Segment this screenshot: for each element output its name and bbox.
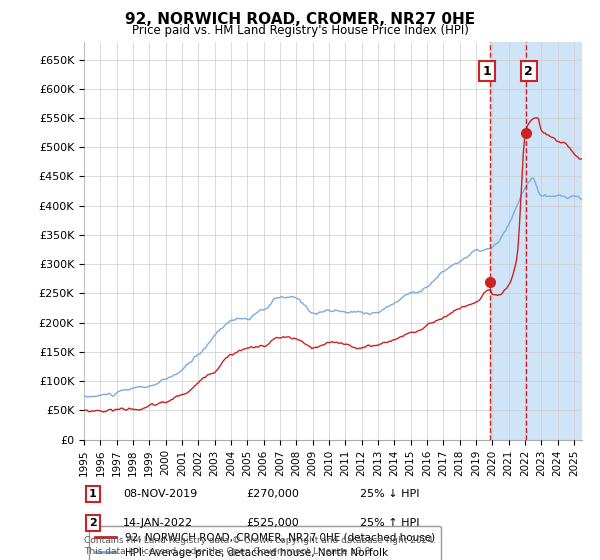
Text: 1: 1 [482, 65, 491, 78]
Text: Price paid vs. HM Land Registry's House Price Index (HPI): Price paid vs. HM Land Registry's House … [131, 24, 469, 37]
Text: £525,000: £525,000 [246, 518, 299, 528]
Text: 14-JAN-2022: 14-JAN-2022 [123, 518, 193, 528]
Text: 25% ↓ HPI: 25% ↓ HPI [360, 489, 419, 499]
Legend: 92, NORWICH ROAD, CROMER, NR27 0HE (detached house), HPI: Average price, detache: 92, NORWICH ROAD, CROMER, NR27 0HE (deta… [89, 526, 441, 560]
Text: £270,000: £270,000 [246, 489, 299, 499]
Text: 25% ↑ HPI: 25% ↑ HPI [360, 518, 419, 528]
Text: 1: 1 [89, 489, 97, 499]
Text: 08-NOV-2019: 08-NOV-2019 [123, 489, 197, 499]
Text: 2: 2 [524, 65, 533, 78]
Text: 2: 2 [89, 518, 97, 528]
Text: Contains HM Land Registry data © Crown copyright and database right 2024.
This d: Contains HM Land Registry data © Crown c… [84, 536, 436, 556]
Bar [490, 42, 582, 440]
Text: 92, NORWICH ROAD, CROMER, NR27 0HE: 92, NORWICH ROAD, CROMER, NR27 0HE [125, 12, 475, 27]
